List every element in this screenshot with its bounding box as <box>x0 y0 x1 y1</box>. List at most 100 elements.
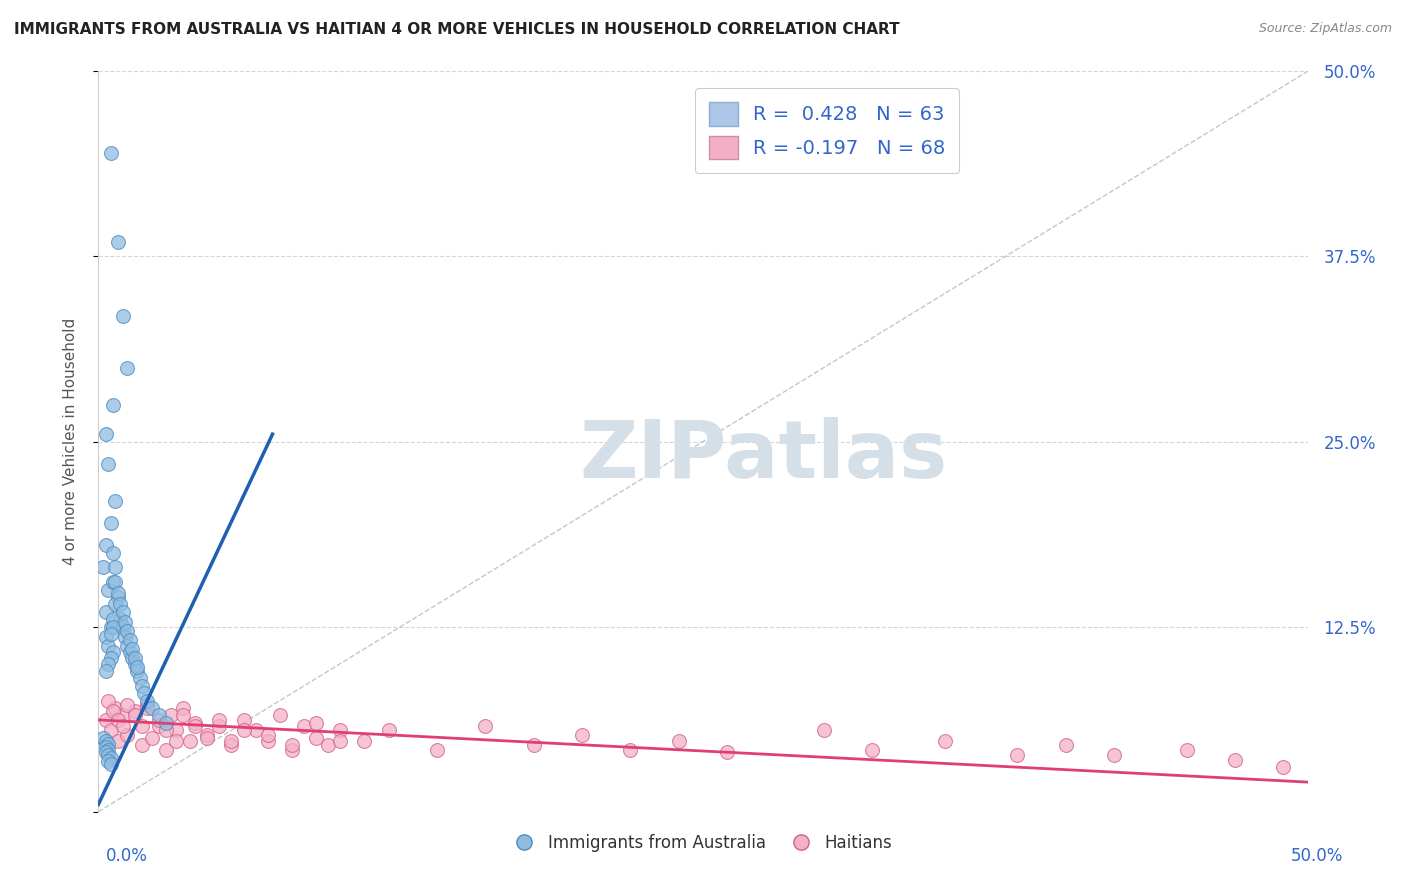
Point <box>813 723 835 738</box>
Point <box>101 575 124 590</box>
Point <box>148 708 170 723</box>
Point <box>104 560 127 574</box>
Point <box>101 546 124 560</box>
Point <box>208 719 231 733</box>
Text: Source: ZipAtlas.com: Source: ZipAtlas.com <box>1258 22 1392 36</box>
Point <box>281 738 304 752</box>
Point <box>101 612 124 626</box>
Point <box>94 605 117 619</box>
Point <box>668 733 690 747</box>
Text: 0.0%: 0.0% <box>105 847 148 864</box>
Point <box>148 719 170 733</box>
Point <box>100 751 122 765</box>
Point <box>1054 738 1077 752</box>
Point <box>107 713 129 727</box>
Point <box>97 748 120 763</box>
Point <box>111 719 134 733</box>
Point <box>155 723 177 738</box>
Point <box>232 713 254 727</box>
Point <box>474 719 496 733</box>
Point <box>1007 748 1029 763</box>
Point <box>101 645 124 659</box>
Point <box>114 630 136 644</box>
Point <box>316 738 339 752</box>
Text: IMMIGRANTS FROM AUSTRALIA VS HAITIAN 4 OR MORE VEHICLES IN HOUSEHOLD CORRELATION: IMMIGRANTS FROM AUSTRALIA VS HAITIAN 4 O… <box>14 22 900 37</box>
Point <box>165 733 187 747</box>
Point <box>104 701 127 715</box>
Point <box>128 672 150 686</box>
Point <box>117 728 139 742</box>
Point <box>148 713 170 727</box>
Point <box>172 708 194 723</box>
Point <box>94 733 117 747</box>
Point <box>134 686 156 700</box>
Point <box>127 664 149 678</box>
Point <box>716 746 738 760</box>
Point <box>100 650 122 665</box>
Point <box>292 719 315 733</box>
Point <box>131 679 153 693</box>
Point <box>97 457 120 471</box>
Point <box>172 701 194 715</box>
Point <box>195 728 218 742</box>
Point <box>100 516 122 530</box>
Point <box>94 664 117 678</box>
Legend: Immigrants from Australia, Haitians: Immigrants from Australia, Haitians <box>508 828 898 859</box>
Point <box>111 309 134 323</box>
Text: 50.0%: 50.0% <box>1291 847 1343 864</box>
Point <box>269 708 291 723</box>
Point <box>107 590 129 604</box>
Point <box>305 715 328 730</box>
Point <box>523 738 546 752</box>
Point <box>97 755 120 769</box>
Point <box>124 708 146 723</box>
Point <box>94 713 117 727</box>
Point <box>104 575 127 590</box>
Point <box>141 731 163 745</box>
Point <box>135 701 157 715</box>
Point <box>107 733 129 747</box>
Point <box>94 746 117 760</box>
Point <box>117 360 139 375</box>
Point <box>131 719 153 733</box>
Point <box>1175 742 1198 756</box>
Point <box>426 742 449 756</box>
Point <box>117 624 139 638</box>
Point <box>121 641 143 656</box>
Point <box>107 585 129 599</box>
Point <box>121 650 143 665</box>
Point <box>94 538 117 552</box>
Point <box>221 738 243 752</box>
Point <box>97 742 120 756</box>
Point <box>208 713 231 727</box>
Point <box>124 704 146 718</box>
Point <box>97 582 120 597</box>
Point <box>118 632 141 647</box>
Point <box>97 657 120 671</box>
Point <box>619 742 641 756</box>
Point <box>1102 748 1125 763</box>
Point <box>1223 753 1246 767</box>
Point <box>100 145 122 160</box>
Point <box>221 733 243 747</box>
Point <box>160 708 183 723</box>
Point <box>111 708 134 723</box>
Point <box>141 701 163 715</box>
Point <box>111 619 134 633</box>
Point <box>100 619 122 633</box>
Point <box>118 645 141 659</box>
Point <box>114 615 136 630</box>
Point <box>117 639 139 653</box>
Point <box>100 757 122 772</box>
Point <box>232 723 254 738</box>
Point <box>184 719 207 733</box>
Point <box>195 731 218 745</box>
Point <box>101 619 124 633</box>
Point <box>100 723 122 738</box>
Point <box>91 731 114 745</box>
Point <box>305 731 328 745</box>
Text: ZIPatlas: ZIPatlas <box>579 417 948 495</box>
Point <box>127 659 149 673</box>
Point <box>104 493 127 508</box>
Point <box>281 742 304 756</box>
